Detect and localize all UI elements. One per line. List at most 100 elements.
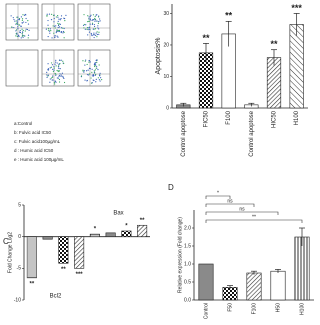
comparison-bracket <box>205 203 255 207</box>
flow-dot <box>91 68 93 70</box>
flow-dot <box>98 20 100 23</box>
flow-dot <box>10 15 12 17</box>
flow-dot <box>91 19 93 22</box>
flow-dot <box>45 28 47 30</box>
flow-dot <box>63 62 65 65</box>
flow-dot <box>52 25 54 27</box>
flow-dot <box>94 62 96 64</box>
y-tick-label: 10 <box>163 74 169 80</box>
flow-dot <box>57 77 59 79</box>
flow-dot <box>47 24 49 26</box>
bar <box>58 236 69 264</box>
flow-dot <box>92 75 95 77</box>
flow-dot <box>58 26 61 28</box>
flow-dot <box>47 68 50 70</box>
flow-dot <box>16 23 19 25</box>
comparison-bracket <box>205 195 231 199</box>
flow-dot <box>55 61 57 63</box>
significance: *** <box>76 272 84 278</box>
flow-dot <box>46 15 48 17</box>
flow-dot <box>52 68 54 70</box>
flow-dot <box>53 21 55 23</box>
flow-dot <box>47 75 49 77</box>
legend-text: a:Control <box>14 121 32 126</box>
flow-dot <box>25 28 27 30</box>
flow-dot <box>84 64 86 66</box>
flow-dot <box>21 35 23 37</box>
flow-dot <box>57 22 59 24</box>
legend-text: c: Fulvic acid100µg/mL <box>14 139 61 144</box>
flow-dot <box>86 28 88 30</box>
flow-dot <box>20 37 22 39</box>
flow-dot <box>92 79 94 81</box>
bar <box>121 230 132 237</box>
flow-dot <box>87 29 89 31</box>
significance: * <box>125 224 128 230</box>
flow-dot <box>58 29 60 31</box>
x-tick-label: H100 <box>299 303 305 315</box>
flow-dot <box>97 77 99 79</box>
flow-dot <box>62 32 64 34</box>
flow-dot <box>60 75 62 77</box>
panel-letter: D <box>168 183 174 192</box>
bar <box>246 272 262 301</box>
flow-dot <box>16 35 18 38</box>
flow-dot <box>54 34 56 37</box>
flow-dot <box>13 18 15 21</box>
flow-dot <box>94 15 96 18</box>
flow-dot <box>63 27 65 30</box>
flow-dot <box>97 69 99 71</box>
group-label: Bax <box>113 211 123 217</box>
flow-dot <box>21 22 23 24</box>
flow-dot <box>94 20 96 22</box>
flow-dot <box>91 71 93 73</box>
flow-dot <box>17 34 19 36</box>
flow-dot <box>52 79 54 81</box>
y-axis-label: Apoptosis% <box>155 38 162 75</box>
flow-dot <box>57 36 59 38</box>
flow-dot <box>63 17 66 20</box>
flow-dot <box>46 71 48 73</box>
flow-dot <box>56 30 58 32</box>
flow-dot <box>60 27 63 29</box>
flow-dot <box>53 17 55 20</box>
flow-dot <box>53 81 56 84</box>
flow-dot <box>55 16 57 18</box>
bar <box>198 263 214 301</box>
flow-dot <box>51 76 54 78</box>
flow-dot <box>99 72 101 74</box>
flow-dot <box>96 65 98 67</box>
flow-dot <box>92 28 94 30</box>
x-tick-label: FIC50 <box>204 110 210 127</box>
flow-dot <box>53 32 55 34</box>
flow-dot <box>96 33 98 36</box>
flow-dot <box>94 74 96 76</box>
flow-dot <box>54 72 56 75</box>
flow-dot <box>17 35 20 37</box>
flow-dot <box>58 78 61 81</box>
y-tick-label: 0.5 <box>184 279 191 285</box>
flow-dot <box>55 59 57 61</box>
flow-dot <box>93 36 95 39</box>
flow-plot <box>77 3 111 41</box>
flow-dot <box>93 34 96 36</box>
flow-dot <box>62 75 64 77</box>
significance: ** <box>61 267 66 273</box>
flow-dot <box>83 27 85 29</box>
group-label: Bcl2 <box>50 294 62 300</box>
flow-dot <box>49 32 51 34</box>
flow-dot <box>85 70 88 72</box>
flow-dot <box>96 20 98 22</box>
y-tick-label: -10 <box>14 297 21 303</box>
flow-dot <box>64 20 66 22</box>
flow-dot <box>11 26 13 28</box>
flow-dot <box>23 14 26 16</box>
flow-dot <box>54 63 56 65</box>
comparison-bracket <box>205 219 303 223</box>
flow-dot <box>17 28 19 30</box>
flow-dot <box>84 60 86 62</box>
flow-dot <box>80 75 83 77</box>
flow-dot <box>47 19 49 22</box>
flow-dot <box>56 35 58 37</box>
